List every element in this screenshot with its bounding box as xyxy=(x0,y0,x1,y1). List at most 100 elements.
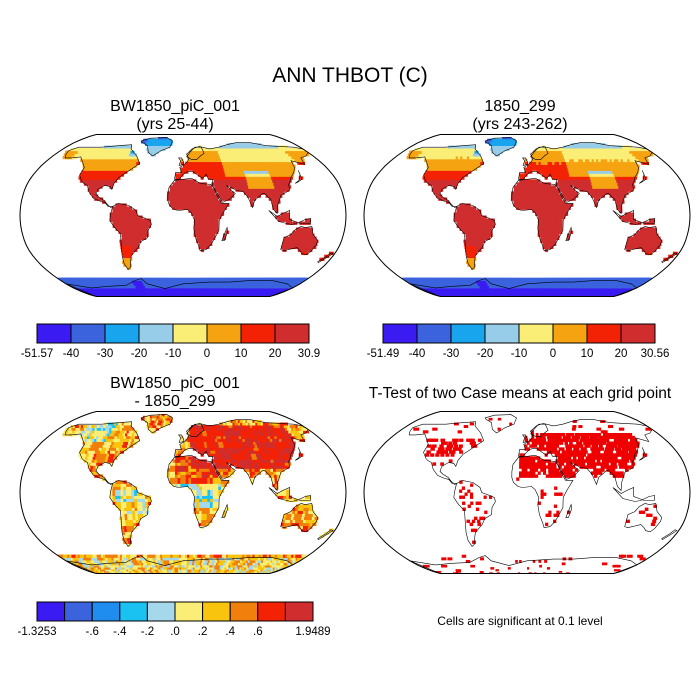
coastline-africa xyxy=(511,177,574,252)
colorbar-3-tick-label: .2 xyxy=(198,626,208,638)
colorbar-3-tick-label: -.4 xyxy=(113,626,127,638)
colorbar-3-swatch xyxy=(91,601,121,622)
map-fill-layer xyxy=(400,137,678,297)
coastline-eurasia xyxy=(518,419,653,492)
panel-2-title-line1: 1850_299 xyxy=(484,98,556,115)
map-panel-3-difference xyxy=(19,411,347,574)
colorbar-2-tick-label: -10 xyxy=(511,348,528,360)
coastline-greenland xyxy=(484,137,517,157)
colorbar-3-swatch xyxy=(119,601,148,622)
map-fill-layer xyxy=(56,414,334,574)
continent-outlines xyxy=(408,137,678,297)
coastline-newZealand xyxy=(317,529,334,541)
coastline-southAmerica xyxy=(453,203,496,270)
coastline-southAmerica xyxy=(109,203,152,270)
map-boundary xyxy=(19,411,347,574)
coastline-australia xyxy=(280,503,319,533)
colorbar-1-tick-label: -30 xyxy=(97,348,114,360)
coastline-japan xyxy=(639,447,647,461)
panel-1-title: BW1850_piC_001 (yrs 25-44) xyxy=(45,98,305,134)
coastline-newZealand xyxy=(317,252,334,264)
coastline-madagascar xyxy=(565,226,573,241)
coastline-eurasia xyxy=(174,142,309,215)
colorbar-1-swatch xyxy=(172,323,208,344)
colorbar-2-tick-label: -20 xyxy=(477,348,494,360)
colorbar-1-swatch xyxy=(138,323,174,344)
coastline-japan xyxy=(295,170,303,184)
colorbar-3-swatch xyxy=(146,601,176,622)
coastline-indonesia xyxy=(268,487,311,502)
coastline-newZealand xyxy=(661,529,678,541)
coastline-indonesia xyxy=(612,210,655,225)
colorbar-3-tick-label: .0 xyxy=(170,626,180,638)
colorbar-1-tick-label: -51.57 xyxy=(21,348,54,360)
colorbar-3-tick-label: .6 xyxy=(253,626,263,638)
panel-1-title-line2: (yrs 25-44) xyxy=(136,116,214,133)
colorbar-2-swatch xyxy=(552,323,588,344)
colorbar-3-swatch xyxy=(257,601,286,622)
colorbar-2-tick-label: -40 xyxy=(409,348,426,360)
colorbar-2-tick-label: -51.49 xyxy=(367,348,400,360)
colorbar-1-swatch xyxy=(206,323,242,344)
main-title: ANN THBOT (C) xyxy=(272,64,428,87)
panel-2-title: 1850_299 (yrs 243-262) xyxy=(390,98,650,134)
coastline-japan xyxy=(639,170,647,184)
colorbar-2-tick-label: -30 xyxy=(443,348,460,360)
coastline-greenland xyxy=(140,137,173,157)
colorbar-3-tick-label: .4 xyxy=(225,626,235,638)
panel-3-title-line2: - 1850_299 xyxy=(134,393,216,410)
map-boundary xyxy=(19,134,347,297)
colorbar-2-swatch xyxy=(416,323,452,344)
coastline-southAmerica xyxy=(109,480,152,547)
coastline-northAmerica xyxy=(408,421,485,485)
panel-3-title-line1: BW1850_piC_001 xyxy=(110,375,240,392)
colorbar-2-tick-label: 0 xyxy=(550,348,556,360)
colorbar-3-swatch xyxy=(36,601,66,622)
colorbar-3-tick-label: -1.3253 xyxy=(17,626,56,638)
colorbar-3-swatch xyxy=(64,601,93,622)
coastline-scandinavia xyxy=(186,423,205,437)
panel-1-title-line1: BW1850_piC_001 xyxy=(110,98,240,115)
colorbar-1-tick-label: -10 xyxy=(165,348,182,360)
colorbar-1-tick-label: 30.9 xyxy=(298,348,320,360)
colorbar-1-tick-label: -20 xyxy=(131,348,148,360)
coastline-madagascar xyxy=(565,503,573,518)
panel-2-title-line2: (yrs 243-262) xyxy=(472,116,568,133)
colorbar-1-swatch xyxy=(240,323,276,344)
colorbar-2-swatch xyxy=(382,323,418,344)
colorbar-1-tick-label: 20 xyxy=(269,348,282,360)
colorbar-3-swatch xyxy=(202,601,231,622)
colorbar-panel-1: -51.57 -40 -30 -20 -10 0 10 20 30.9 xyxy=(21,323,320,360)
colorbar-3-swatch xyxy=(284,601,314,622)
colorbar-1-tick-label: -40 xyxy=(63,348,80,360)
coastline-indonesia xyxy=(268,210,311,225)
coastline-japan xyxy=(295,447,303,461)
colorbar-1-swatch xyxy=(274,323,310,344)
colorbar-1-swatch xyxy=(36,323,72,344)
coastline-madagascar xyxy=(221,503,229,518)
colorbar-1-swatch xyxy=(70,323,106,344)
map-panel-2 xyxy=(363,134,691,297)
coastline-australia xyxy=(624,503,663,533)
coastline-northAmerica xyxy=(64,421,141,485)
colorbar-3-swatch xyxy=(229,601,259,622)
coastline-britain xyxy=(522,434,529,443)
colorbar-2-swatch xyxy=(518,323,554,344)
coastline-newZealand xyxy=(661,252,678,264)
map-boundary xyxy=(363,134,691,297)
coastline-britain xyxy=(522,157,529,166)
colorbar-2-tick-label: 10 xyxy=(581,348,594,360)
map-panel-4-ttest xyxy=(363,411,691,574)
colorbar-panel-2: -51.49 -40 -30 -20 -10 0 10 20 30.56 xyxy=(367,323,669,360)
coastline-madagascar xyxy=(221,226,229,241)
map-panel-1 xyxy=(19,134,347,297)
panel-3-title: BW1850_piC_001 - 1850_299 xyxy=(45,375,305,411)
colorbar-3-swatch xyxy=(174,601,204,622)
colorbar-2-tick-label: 20 xyxy=(615,348,628,360)
coastline-britain xyxy=(178,157,185,166)
colorbar-2-swatch xyxy=(450,323,486,344)
continent-outlines xyxy=(64,414,334,574)
coastline-africa xyxy=(511,454,574,529)
coastline-australia xyxy=(280,226,319,256)
colorbar-1-tick-label: 10 xyxy=(235,348,248,360)
